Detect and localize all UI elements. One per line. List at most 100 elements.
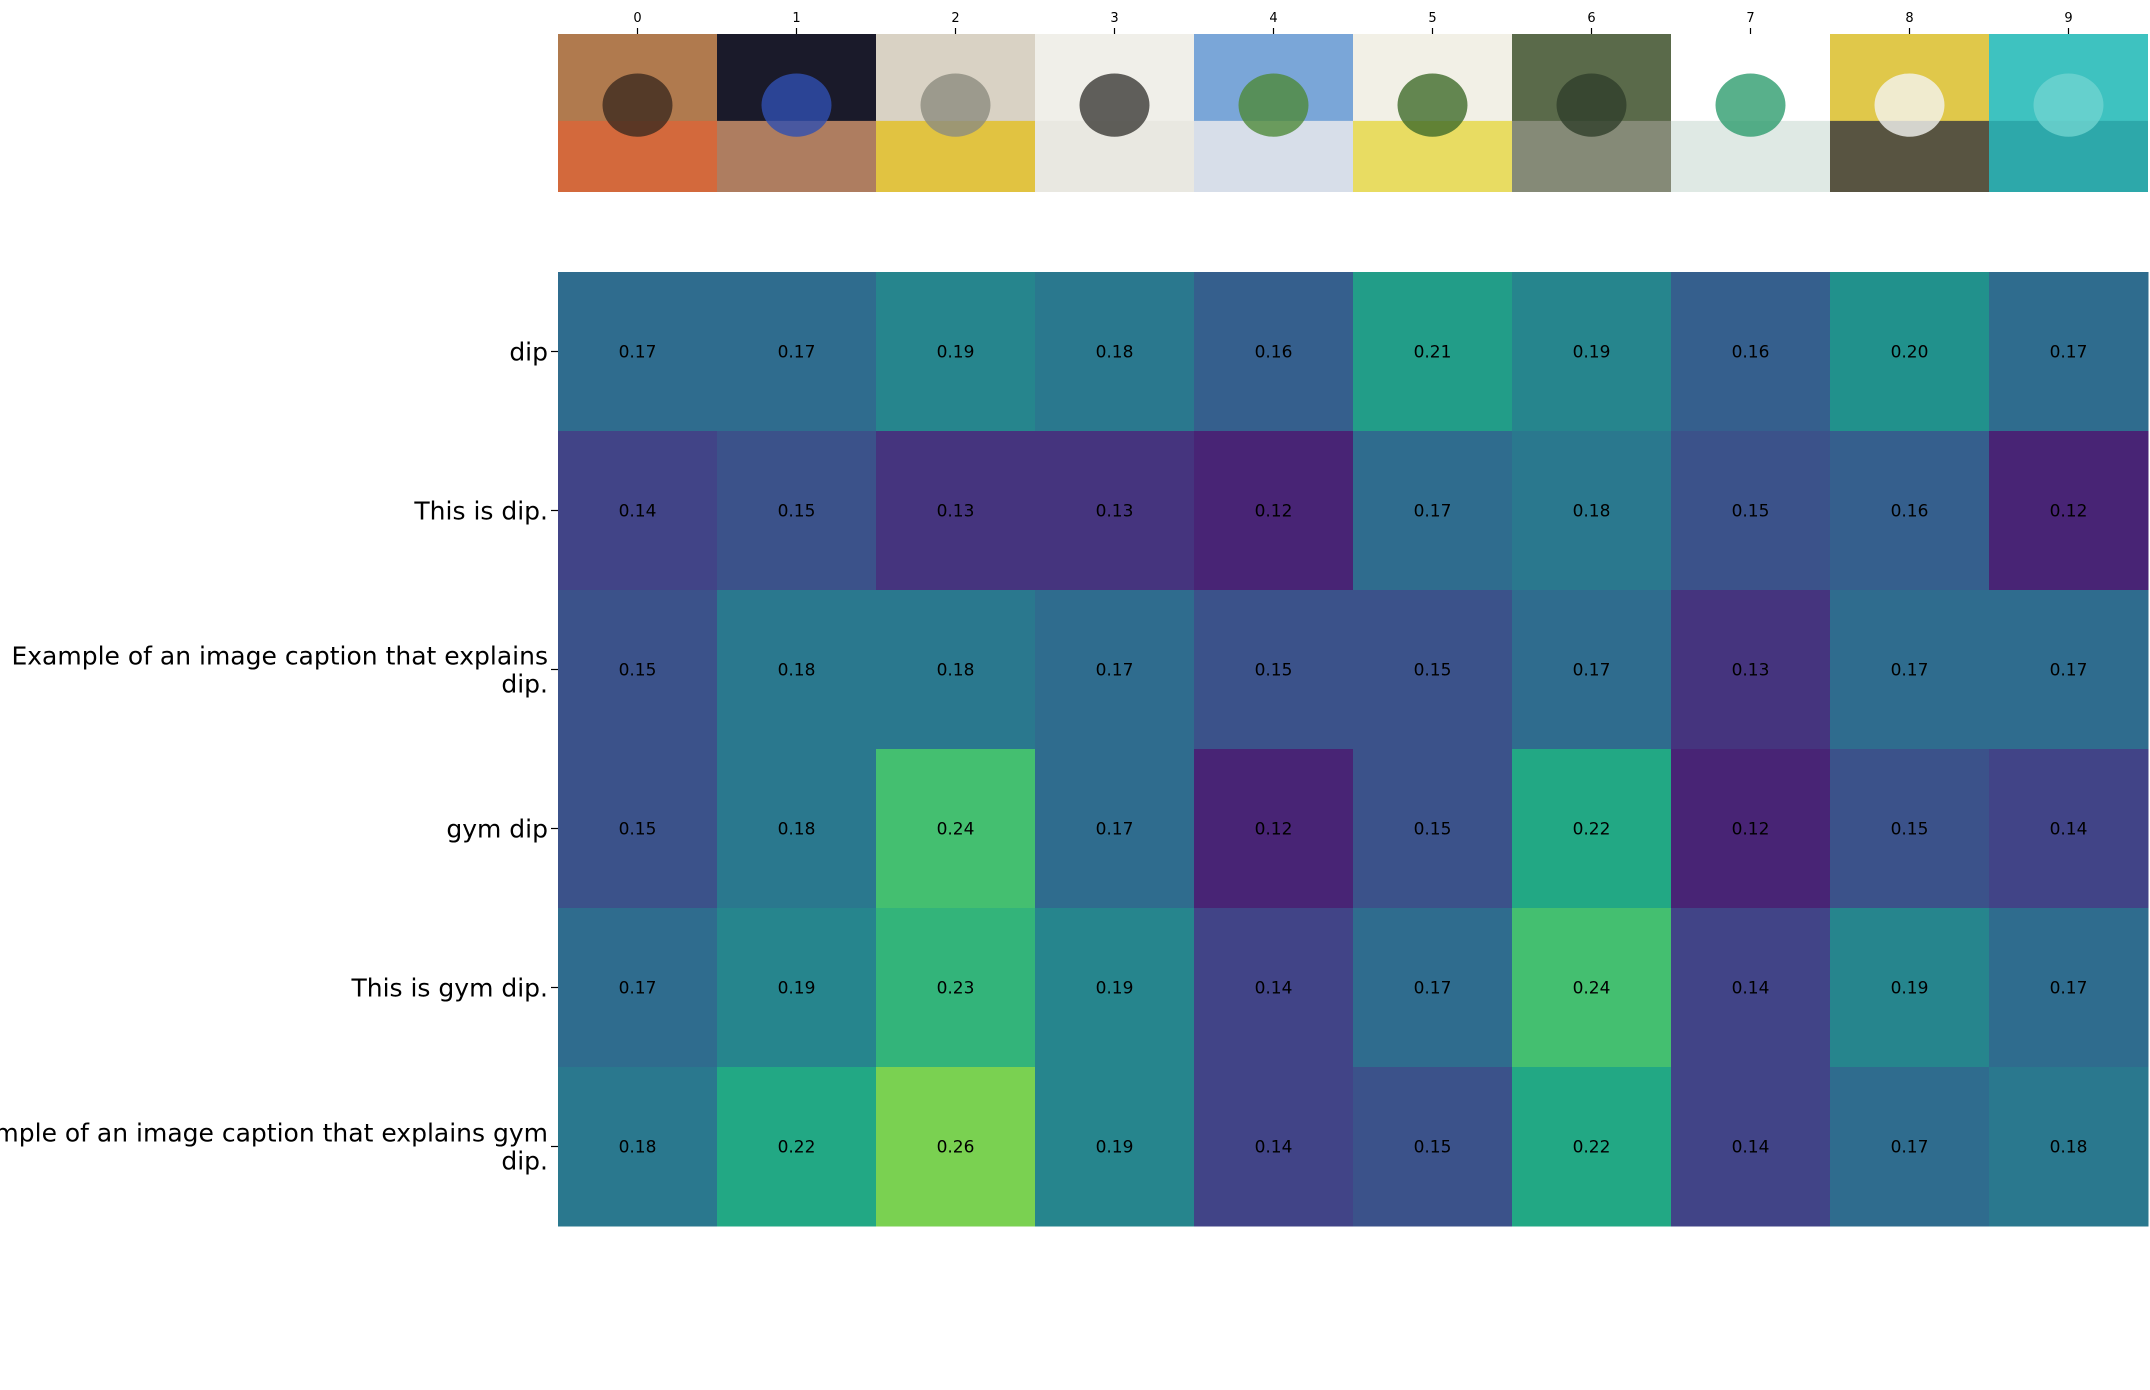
heatmap-cell: [1035, 749, 1195, 909]
heatmap-cell: [876, 431, 1036, 591]
x-tick-label: 2: [951, 11, 959, 26]
cell-value-label: 0.19: [937, 343, 975, 363]
heatmap-cell: [1830, 749, 1990, 909]
cell-value-label: 0.21: [1414, 343, 1452, 363]
cell-value-label: 0.12: [2050, 502, 2088, 522]
heatmap-cell: [1353, 272, 1513, 432]
heatmap-cell: [1353, 1067, 1513, 1227]
heatmap-cell: [1194, 590, 1354, 750]
column-image-sailors-doing-pushups: [1035, 34, 1194, 192]
y-axis-labels: dip This is dip. Example of an image capti…: [0, 338, 558, 1176]
thumbnail-subject: [602, 73, 673, 137]
cell-value-label: 0.18: [778, 820, 816, 840]
cell-value-label: 0.19: [1891, 979, 1929, 999]
heatmap-cell: [717, 1067, 877, 1227]
cell-value-label: 0.14: [2050, 820, 2088, 840]
x-tick-label: 4: [1269, 11, 1277, 26]
heatmap-cell: [1353, 908, 1513, 1068]
heatmap-cell: [876, 590, 1036, 750]
cell-value-label: 0.26: [937, 1138, 975, 1158]
heatmap-cell: [1989, 749, 2149, 909]
x-tick-label: 3: [1110, 11, 1118, 26]
cell-value-label: 0.15: [619, 820, 657, 840]
y-tick-label: This is dip.: [413, 497, 548, 526]
cell-value-label: 0.15: [1414, 661, 1452, 681]
heatmap-cell: [1512, 272, 1672, 432]
heatmap-cell: [1353, 431, 1513, 591]
cell-value-label: 0.15: [1414, 820, 1452, 840]
cell-value-label: 0.17: [1096, 820, 1134, 840]
cell-value-label: 0.17: [1573, 661, 1611, 681]
cell-value-label: 0.17: [2050, 979, 2088, 999]
heatmap-cell: [1512, 590, 1672, 750]
heatmap-cell: [1671, 272, 1831, 432]
heatmap-cell: [1512, 749, 1672, 909]
x-tick-label: 8: [1905, 11, 1913, 26]
heatmap-cell: [1194, 908, 1354, 1068]
cell-value-label: 0.12: [1255, 820, 1293, 840]
heatmap-cell: [1194, 272, 1354, 432]
x-tick-label: 5: [1428, 11, 1436, 26]
heatmap-cell: [717, 749, 877, 909]
heatmap-cell: [1671, 908, 1831, 1068]
heatmap-cell: [1830, 1067, 1990, 1227]
heatmap-cell: [1512, 908, 1672, 1068]
heatmap-cell: [1512, 431, 1672, 591]
cell-value-label: 0.13: [1096, 502, 1134, 522]
column-image-rice-ball-in-bowl: [1830, 34, 1989, 192]
column-image-stadium-grandstand: [1194, 34, 1353, 192]
heatmap-cell: [876, 908, 1036, 1068]
thumbnail-subject: [920, 73, 991, 137]
heatmap-cell: [558, 749, 718, 909]
heatmap-cell: [1671, 1067, 1831, 1227]
column-image-strip: [558, 34, 2148, 192]
heatmap-cell: [1989, 272, 2149, 432]
column-image-man-on-outdoor-dip-bars: [1512, 34, 1671, 192]
column-image-gym-with-yellow-equipment: [876, 34, 1035, 192]
column-image-handheld-electronic-device: [1671, 34, 1830, 192]
cell-value-label: 0.13: [937, 502, 975, 522]
heatmap-cell: [1830, 908, 1990, 1068]
heatmap-cell: [1989, 590, 2149, 750]
cell-value-label: 0.14: [1732, 979, 1770, 999]
cell-value-label: 0.15: [619, 661, 657, 681]
heatmap-cell: [1830, 431, 1990, 591]
x-tick-label: 0: [633, 11, 641, 26]
column-image-masked-luchador-wrestler: [558, 34, 717, 192]
heatmap-cell: [1989, 908, 2149, 1068]
cell-value-label: 0.16: [1732, 343, 1770, 363]
heatmap-cell: [1830, 272, 1990, 432]
heatmap-cell: [876, 749, 1036, 909]
cell-value-label: 0.15: [1255, 661, 1293, 681]
cell-value-label: 0.17: [2050, 343, 2088, 363]
heatmap-cell: [558, 590, 718, 750]
cell-value-label: 0.19: [1573, 343, 1611, 363]
heatmap-cell: [1989, 1067, 2149, 1227]
cell-value-label: 0.19: [1096, 1138, 1134, 1158]
cell-value-label: 0.16: [1255, 343, 1293, 363]
cell-value-label: 0.17: [1096, 661, 1134, 681]
heatmap-grid: 0.17 0.17 0.19 0.18 0.16 0.21 0.19 0.16 0.20 0.17…: [558, 272, 2149, 1227]
x-tick-label: 7: [1746, 11, 1754, 26]
thumbnail-subject: [1397, 73, 1468, 137]
heatmap-cell: [1989, 431, 2149, 591]
cell-value-label: 0.18: [1096, 343, 1134, 363]
cell-value-label: 0.15: [1732, 502, 1770, 522]
cell-value-label: 0.14: [1255, 1138, 1293, 1158]
cell-value-label: 0.13: [1732, 661, 1770, 681]
heatmap-cell: [717, 272, 877, 432]
heatmap-cell: [1035, 1067, 1195, 1227]
cell-value-label: 0.17: [619, 343, 657, 363]
y-tick-label: Example of an image caption that explain…: [11, 642, 548, 699]
cell-value-label: 0.17: [1891, 1138, 1929, 1158]
cell-value-label: 0.23: [937, 979, 975, 999]
cell-value-label: 0.18: [937, 661, 975, 681]
cell-value-label: 0.15: [1414, 1138, 1452, 1158]
thumbnail-subject: [1238, 73, 1309, 137]
x-tick-label: 9: [2064, 11, 2072, 26]
heatmap-cell: [558, 908, 718, 1068]
cell-value-label: 0.17: [1891, 661, 1929, 681]
cell-value-label: 0.18: [2050, 1138, 2088, 1158]
cell-value-label: 0.22: [1573, 820, 1611, 840]
